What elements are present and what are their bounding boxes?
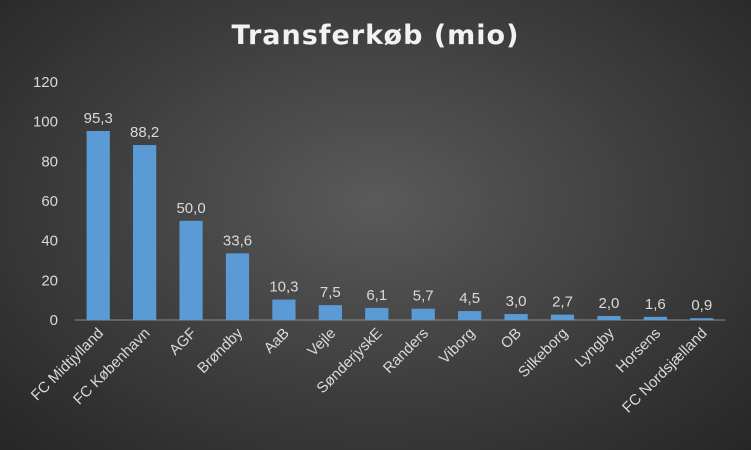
category-label: AaB <box>261 325 293 357</box>
y-tick-label: 0 <box>50 312 58 329</box>
data-label: 0,9 <box>691 297 712 314</box>
y-tick-label: 100 <box>33 114 58 131</box>
data-label: 6,1 <box>366 287 387 304</box>
bar <box>550 314 575 320</box>
bar <box>225 253 250 320</box>
data-label: 3,0 <box>506 293 527 310</box>
data-label: 1,6 <box>645 296 666 313</box>
bar <box>597 316 621 320</box>
bar <box>133 145 157 320</box>
y-tick-label: 60 <box>41 193 58 210</box>
category-label: Randers <box>380 325 432 377</box>
category-label: Brøndby <box>194 324 246 376</box>
bar <box>411 308 435 320</box>
category-label: Viborg <box>436 325 478 367</box>
bar <box>643 316 667 320</box>
bar <box>179 220 203 320</box>
data-label: 88,2 <box>130 124 159 141</box>
y-tick-label: 20 <box>41 272 58 289</box>
bar <box>318 305 342 320</box>
chart-title: Transferkøb (mio) <box>231 20 520 51</box>
data-label: 10,3 <box>269 279 298 296</box>
data-label: 5,7 <box>413 288 434 305</box>
category-label: OB <box>498 325 525 352</box>
y-tick-label: 80 <box>41 153 58 170</box>
y-tick-label: 40 <box>41 233 58 250</box>
bar <box>272 299 296 320</box>
category-label: Lyngby <box>572 324 618 370</box>
bar <box>690 318 714 320</box>
category-label: FC Nordsjælland <box>619 325 711 417</box>
bar <box>504 314 528 320</box>
data-label: 95,3 <box>84 110 113 127</box>
data-label: 7,5 <box>320 284 341 301</box>
data-label: 50,0 <box>176 200 205 217</box>
bar <box>458 311 482 320</box>
category-label: Silkeborg <box>515 325 571 381</box>
y-tick-label: 120 <box>33 74 58 91</box>
data-label: 4,5 <box>459 290 480 307</box>
data-label: 2,7 <box>552 294 573 311</box>
bar <box>86 130 110 320</box>
bar <box>365 307 389 320</box>
category-label: AGF <box>166 325 200 359</box>
category-label: Vejle <box>304 325 339 360</box>
data-label: 2,0 <box>598 295 619 312</box>
data-label: 33,6 <box>223 232 252 249</box>
